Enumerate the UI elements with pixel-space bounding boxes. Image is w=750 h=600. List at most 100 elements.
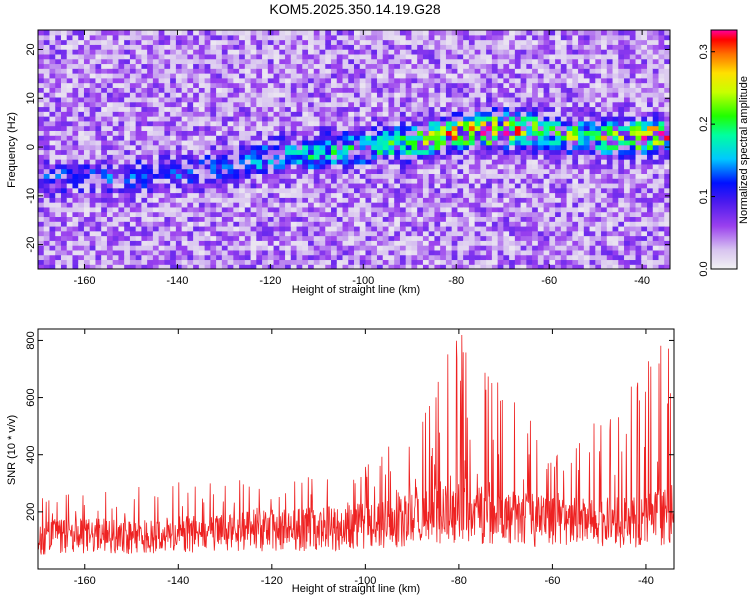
- heatmap-cell: [158, 111, 165, 117]
- heatmap-cell: [566, 192, 573, 198]
- heatmap-cell: [606, 130, 614, 136]
- heatmap-cell: [296, 202, 303, 208]
- heatmap-cell: [371, 197, 378, 203]
- heatmap-cell: [83, 111, 91, 117]
- heatmap-cell: [342, 178, 349, 184]
- heatmap-cell: [227, 211, 234, 218]
- heatmap-cell: [480, 87, 487, 93]
- heatmap-cell: [227, 68, 234, 74]
- heatmap-cell: [279, 149, 286, 155]
- heatmap-cell: [158, 221, 165, 227]
- heatmap-cell: [509, 53, 516, 60]
- heatmap-cell: [112, 211, 120, 218]
- heatmap-cell: [135, 240, 143, 246]
- heatmap-cell: [468, 206, 476, 213]
- heatmap-cell: [78, 73, 85, 79]
- heatmap-cell: [302, 44, 309, 50]
- heatmap-cell: [549, 202, 556, 208]
- heatmap-cell: [342, 245, 349, 251]
- heatmap-cell: [273, 73, 280, 79]
- heatmap-cell: [480, 173, 487, 179]
- heatmap-cell: [365, 221, 372, 227]
- heatmap-cell: [376, 230, 384, 237]
- heatmap-cell: [216, 44, 223, 50]
- heatmap-cell: [267, 58, 275, 65]
- heatmap-cell: [606, 111, 614, 117]
- heatmap-cell: [474, 87, 481, 93]
- heatmap-cell: [578, 30, 585, 36]
- heatmap-cell: [549, 82, 556, 88]
- heatmap-cell: [342, 34, 349, 41]
- heatmap-cell: [164, 116, 171, 122]
- heatmap-cell: [227, 192, 234, 198]
- heatmap-cell: [239, 187, 246, 194]
- heatmap-cell: [204, 116, 211, 122]
- heatmap-cell: [497, 135, 504, 141]
- heatmap-cell: [290, 120, 298, 127]
- heatmap-cell: [233, 30, 240, 36]
- heatmap-cell: [285, 135, 292, 141]
- heatmap-cell: [451, 211, 459, 218]
- heatmap-cell: [572, 216, 579, 222]
- heatmap-cell: [38, 120, 45, 127]
- heatmap-cell: [342, 159, 349, 165]
- heatmap-cell: [135, 216, 143, 222]
- heatmap-cell: [474, 73, 481, 79]
- heatmap-cell: [118, 106, 125, 112]
- heatmap-cell: [331, 206, 338, 213]
- heatmap-cell: [532, 235, 539, 241]
- heatmap-cell: [331, 173, 338, 179]
- heatmap-cell: [486, 34, 493, 41]
- heatmap-cell: [152, 173, 160, 179]
- heatmap-cell: [537, 116, 545, 122]
- heatmap-cell: [348, 221, 355, 227]
- heatmap-cell: [491, 216, 499, 222]
- heatmap-cell: [101, 240, 108, 246]
- heatmap-cell: [308, 192, 315, 198]
- heatmap-cell: [440, 235, 447, 241]
- heatmap-cell: [509, 187, 516, 194]
- heatmap-cell: [118, 187, 125, 194]
- heatmap-cell: [78, 197, 85, 203]
- heatmap-cell: [152, 130, 160, 136]
- heatmap-cell: [181, 221, 188, 227]
- heatmap-cell: [342, 149, 349, 155]
- heatmap-cell: [354, 53, 361, 60]
- heatmap-cell: [445, 264, 453, 269]
- heatmap-cell: [158, 116, 165, 122]
- heatmap-cell: [95, 173, 102, 179]
- heatmap-cell: [313, 101, 321, 108]
- heatmap-cell: [445, 116, 453, 122]
- heatmap-cell: [514, 259, 522, 265]
- heatmap-cell: [342, 168, 349, 174]
- heatmap-cell: [445, 197, 453, 203]
- heatmap-cell: [256, 77, 263, 84]
- heatmap-cell: [451, 44, 459, 50]
- heatmap-cell: [411, 73, 418, 79]
- heatmap-cell: [279, 163, 286, 170]
- heatmap-cell: [308, 73, 315, 79]
- heatmap-cell: [112, 73, 120, 79]
- heatmap-cell: [279, 63, 286, 69]
- heatmap-cell: [583, 259, 591, 265]
- heatmap-cell: [273, 130, 280, 136]
- heatmap-cell: [129, 130, 137, 136]
- heatmap-cell: [520, 73, 527, 79]
- heatmap-cell: [491, 82, 499, 88]
- heatmap-cell: [543, 130, 550, 136]
- heatmap-cell: [244, 264, 252, 269]
- heatmap-cell: [417, 264, 424, 269]
- heatmap-cell: [463, 92, 470, 98]
- heatmap-cell: [198, 187, 206, 194]
- heatmap-cell: [503, 216, 510, 222]
- heatmap-cell: [394, 259, 401, 265]
- heatmap-cell: [147, 101, 154, 108]
- heatmap-cell: [95, 240, 102, 246]
- heatmap-cell: [331, 125, 338, 131]
- heatmap-cell: [147, 163, 154, 170]
- heatmap-cell: [549, 197, 556, 203]
- heatmap-cell: [244, 125, 252, 131]
- heatmap-cell: [537, 254, 545, 261]
- heatmap-cell: [43, 197, 51, 203]
- heatmap-cell: [313, 120, 321, 127]
